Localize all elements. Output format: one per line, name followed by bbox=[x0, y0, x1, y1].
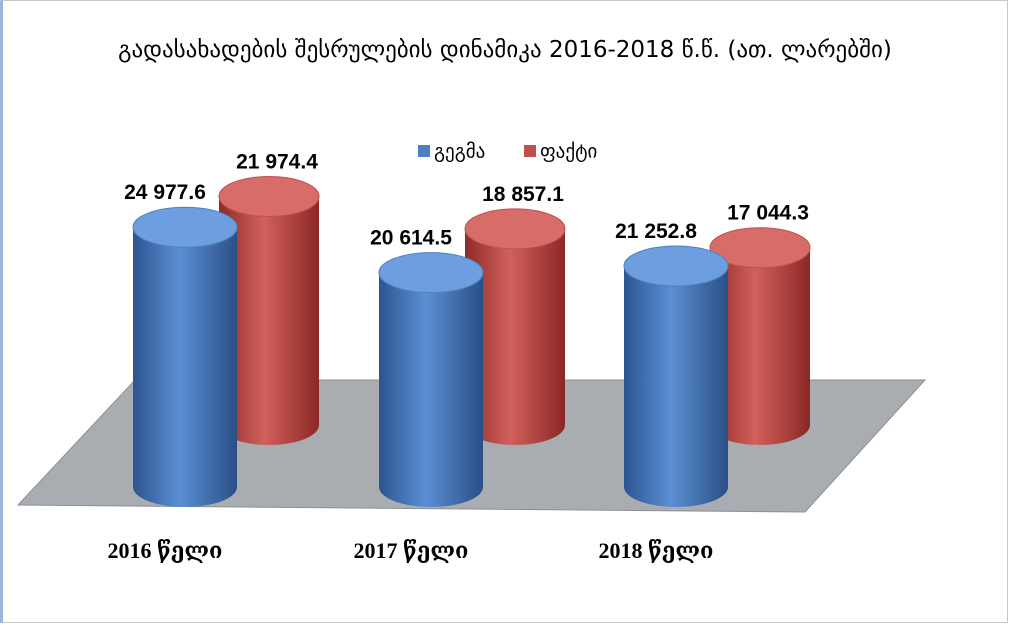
value-label: 24 977.6 bbox=[124, 181, 206, 204]
legend-label: ფაქტი bbox=[540, 141, 597, 163]
bar bbox=[133, 227, 237, 507]
bar bbox=[710, 247, 810, 445]
bar-top bbox=[623, 245, 729, 287]
value-label: 20 614.5 bbox=[370, 227, 452, 250]
legend-swatch bbox=[418, 145, 430, 157]
bar bbox=[624, 265, 728, 507]
bar-top bbox=[709, 227, 811, 269]
value-label: 18 857.1 bbox=[482, 183, 564, 206]
bar bbox=[465, 228, 565, 445]
value-label: 17 044.3 bbox=[727, 202, 809, 225]
bar-top bbox=[132, 206, 238, 248]
legend-swatch bbox=[524, 145, 536, 157]
legend-label: გეგმა bbox=[434, 141, 485, 163]
x-tick-label: 2017 წელი bbox=[353, 538, 468, 563]
x-tick-label: 2018 წელი bbox=[598, 538, 713, 563]
value-label: 21 252.8 bbox=[615, 220, 697, 243]
chart-title: გადასახადების შესრულების დინამიკა 2016-2… bbox=[118, 37, 892, 63]
bar bbox=[379, 272, 483, 507]
bar-top bbox=[464, 208, 566, 250]
x-tick-label: 2016 წელი bbox=[107, 538, 222, 563]
bar-top bbox=[218, 175, 320, 217]
value-label: 21 974.4 bbox=[236, 150, 318, 173]
bar-top bbox=[378, 252, 484, 294]
bar bbox=[219, 196, 319, 445]
